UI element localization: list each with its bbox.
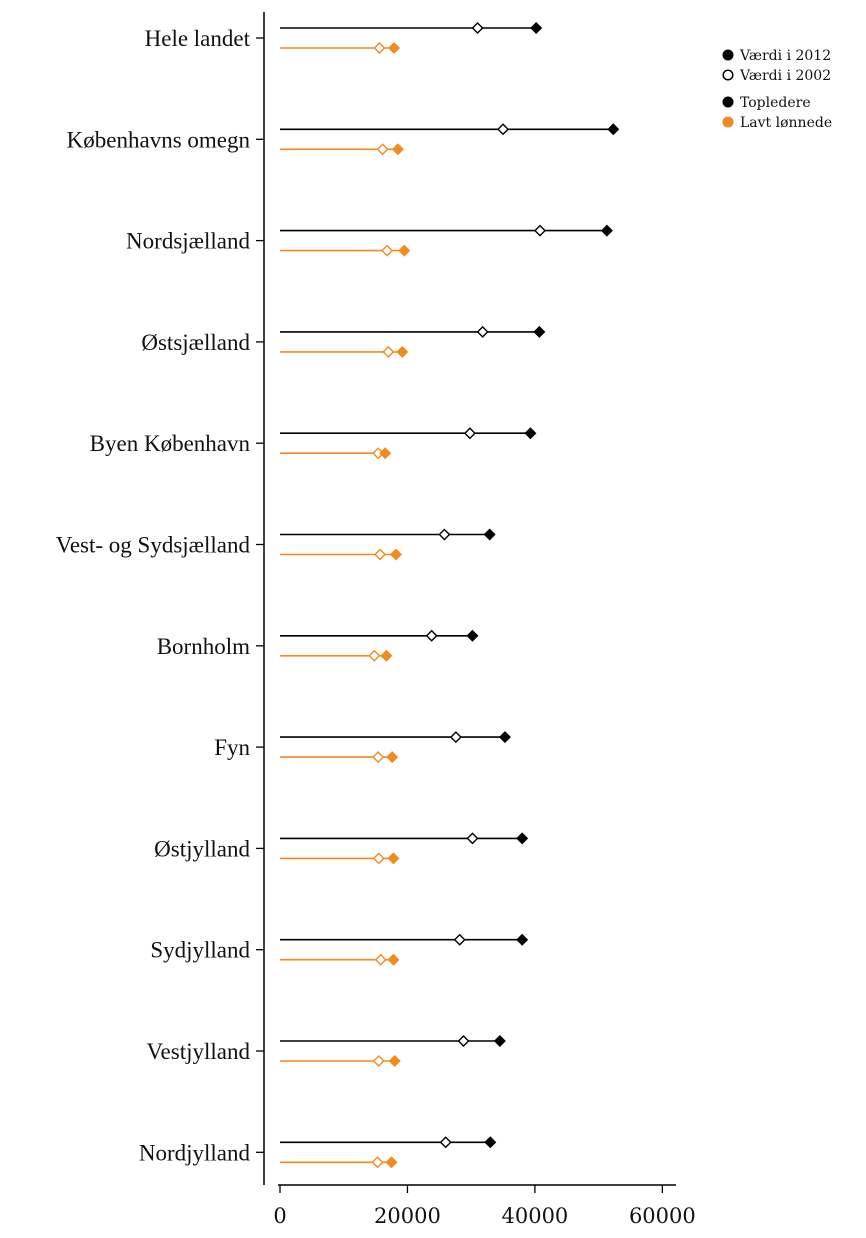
lavt-lonnede-2012-marker <box>388 42 401 54</box>
topledere-2012-marker <box>484 1136 497 1149</box>
lavt-lonnede-2012-marker <box>398 244 411 257</box>
topledere-2012-marker <box>466 629 479 642</box>
category-label: Københavns omegn <box>67 127 251 152</box>
category-label: Vest- og Sydsjælland <box>56 533 251 558</box>
topledere-2012-marker <box>516 933 529 946</box>
x-tick-label-20000: 20000 <box>374 1204 441 1228</box>
topledere-2012-marker <box>607 123 620 136</box>
topledere-2002-marker <box>476 325 489 338</box>
category-label: Østjylland <box>154 836 250 861</box>
lavt-lonnede-2012-marker <box>379 447 392 460</box>
lavt-lonnede-2012-marker <box>396 345 409 358</box>
topledere-2002-marker <box>453 933 466 946</box>
topledere-2002-marker <box>438 528 451 541</box>
lavt-lonnede-2002-marker <box>374 953 387 966</box>
topledere-2002-marker <box>425 629 438 642</box>
category-label: Fyn <box>214 735 250 760</box>
lavt-lonnede-2002-marker <box>373 42 386 54</box>
topledere-2002-marker <box>439 1136 452 1149</box>
category-label: Østsjælland <box>141 330 250 355</box>
topledere-2002-marker <box>463 427 476 440</box>
category-label: Sydjylland <box>150 938 250 963</box>
topledere-2012-marker <box>524 427 537 440</box>
lavt-lonnede-2002-marker <box>374 548 387 561</box>
x-tick-label-40000: 40000 <box>501 1204 568 1228</box>
category-label: Hele landet <box>145 26 251 51</box>
legend-group-label: Topledere <box>740 95 811 111</box>
category-label: Byen København <box>90 431 251 456</box>
category-label: Vestjylland <box>147 1039 251 1064</box>
topledere-2012-marker <box>533 325 546 338</box>
lavt-lonnede-2012-marker <box>387 953 400 966</box>
lavt-lonnede-2012-marker <box>385 1156 398 1169</box>
legend-group-swatch-icon <box>722 96 734 108</box>
topledere-2002-marker <box>497 123 510 136</box>
topledere-2002-marker <box>466 832 479 845</box>
x-tick-label-60000: 60000 <box>629 1204 696 1228</box>
lavt-lonnede-2012-marker <box>389 548 402 561</box>
category-label: Nordsjælland <box>126 229 250 254</box>
legend-group-swatch-icon <box>722 116 734 128</box>
lavt-lonnede-2012-marker <box>387 852 400 865</box>
topledere-2012-marker <box>516 832 529 845</box>
topledere-2012-marker <box>483 528 496 541</box>
legend-label: Værdi i 2002 <box>739 68 831 84</box>
topledere-2012-marker <box>600 224 613 237</box>
lavt-lonnede-2002-marker <box>371 1156 384 1169</box>
legend-filled-circle-icon <box>722 49 734 61</box>
topledere-2002-marker <box>449 731 462 744</box>
legend-group-label: Lavt lønnede <box>740 115 832 131</box>
topledere-2002-marker <box>457 1035 470 1047</box>
lavt-lonnede-2012-marker <box>388 1055 401 1067</box>
lavt-lonnede-2002-marker <box>382 345 395 358</box>
category-label: Nordjylland <box>139 1140 251 1165</box>
topledere-2012-marker <box>530 22 543 34</box>
lavt-lonnede-2012-marker <box>391 143 404 156</box>
category-label: Bornholm <box>157 634 250 659</box>
x-tick-label-0: 0 <box>273 1204 286 1228</box>
lavt-lonnede-2002-marker <box>372 852 385 865</box>
lavt-lonnede-2012-marker <box>380 649 393 662</box>
lavt-lonnede-2002-marker <box>368 649 381 662</box>
lavt-lonnede-2002-marker <box>372 1055 385 1067</box>
legend-open-circle-icon <box>722 69 734 81</box>
topledere-2012-marker <box>493 1035 506 1047</box>
lavt-lonnede-2002-marker <box>381 244 394 257</box>
lavt-lonnede-2002-marker <box>376 143 389 156</box>
topledere-2002-marker <box>471 22 484 34</box>
lavt-lonnede-2012-marker <box>386 751 399 764</box>
legend-label: Værdi i 2012 <box>739 48 831 64</box>
lavt-lonnede-2002-marker <box>372 751 385 764</box>
topledere-2002-marker <box>534 224 546 237</box>
topledere-2012-marker <box>498 731 511 744</box>
